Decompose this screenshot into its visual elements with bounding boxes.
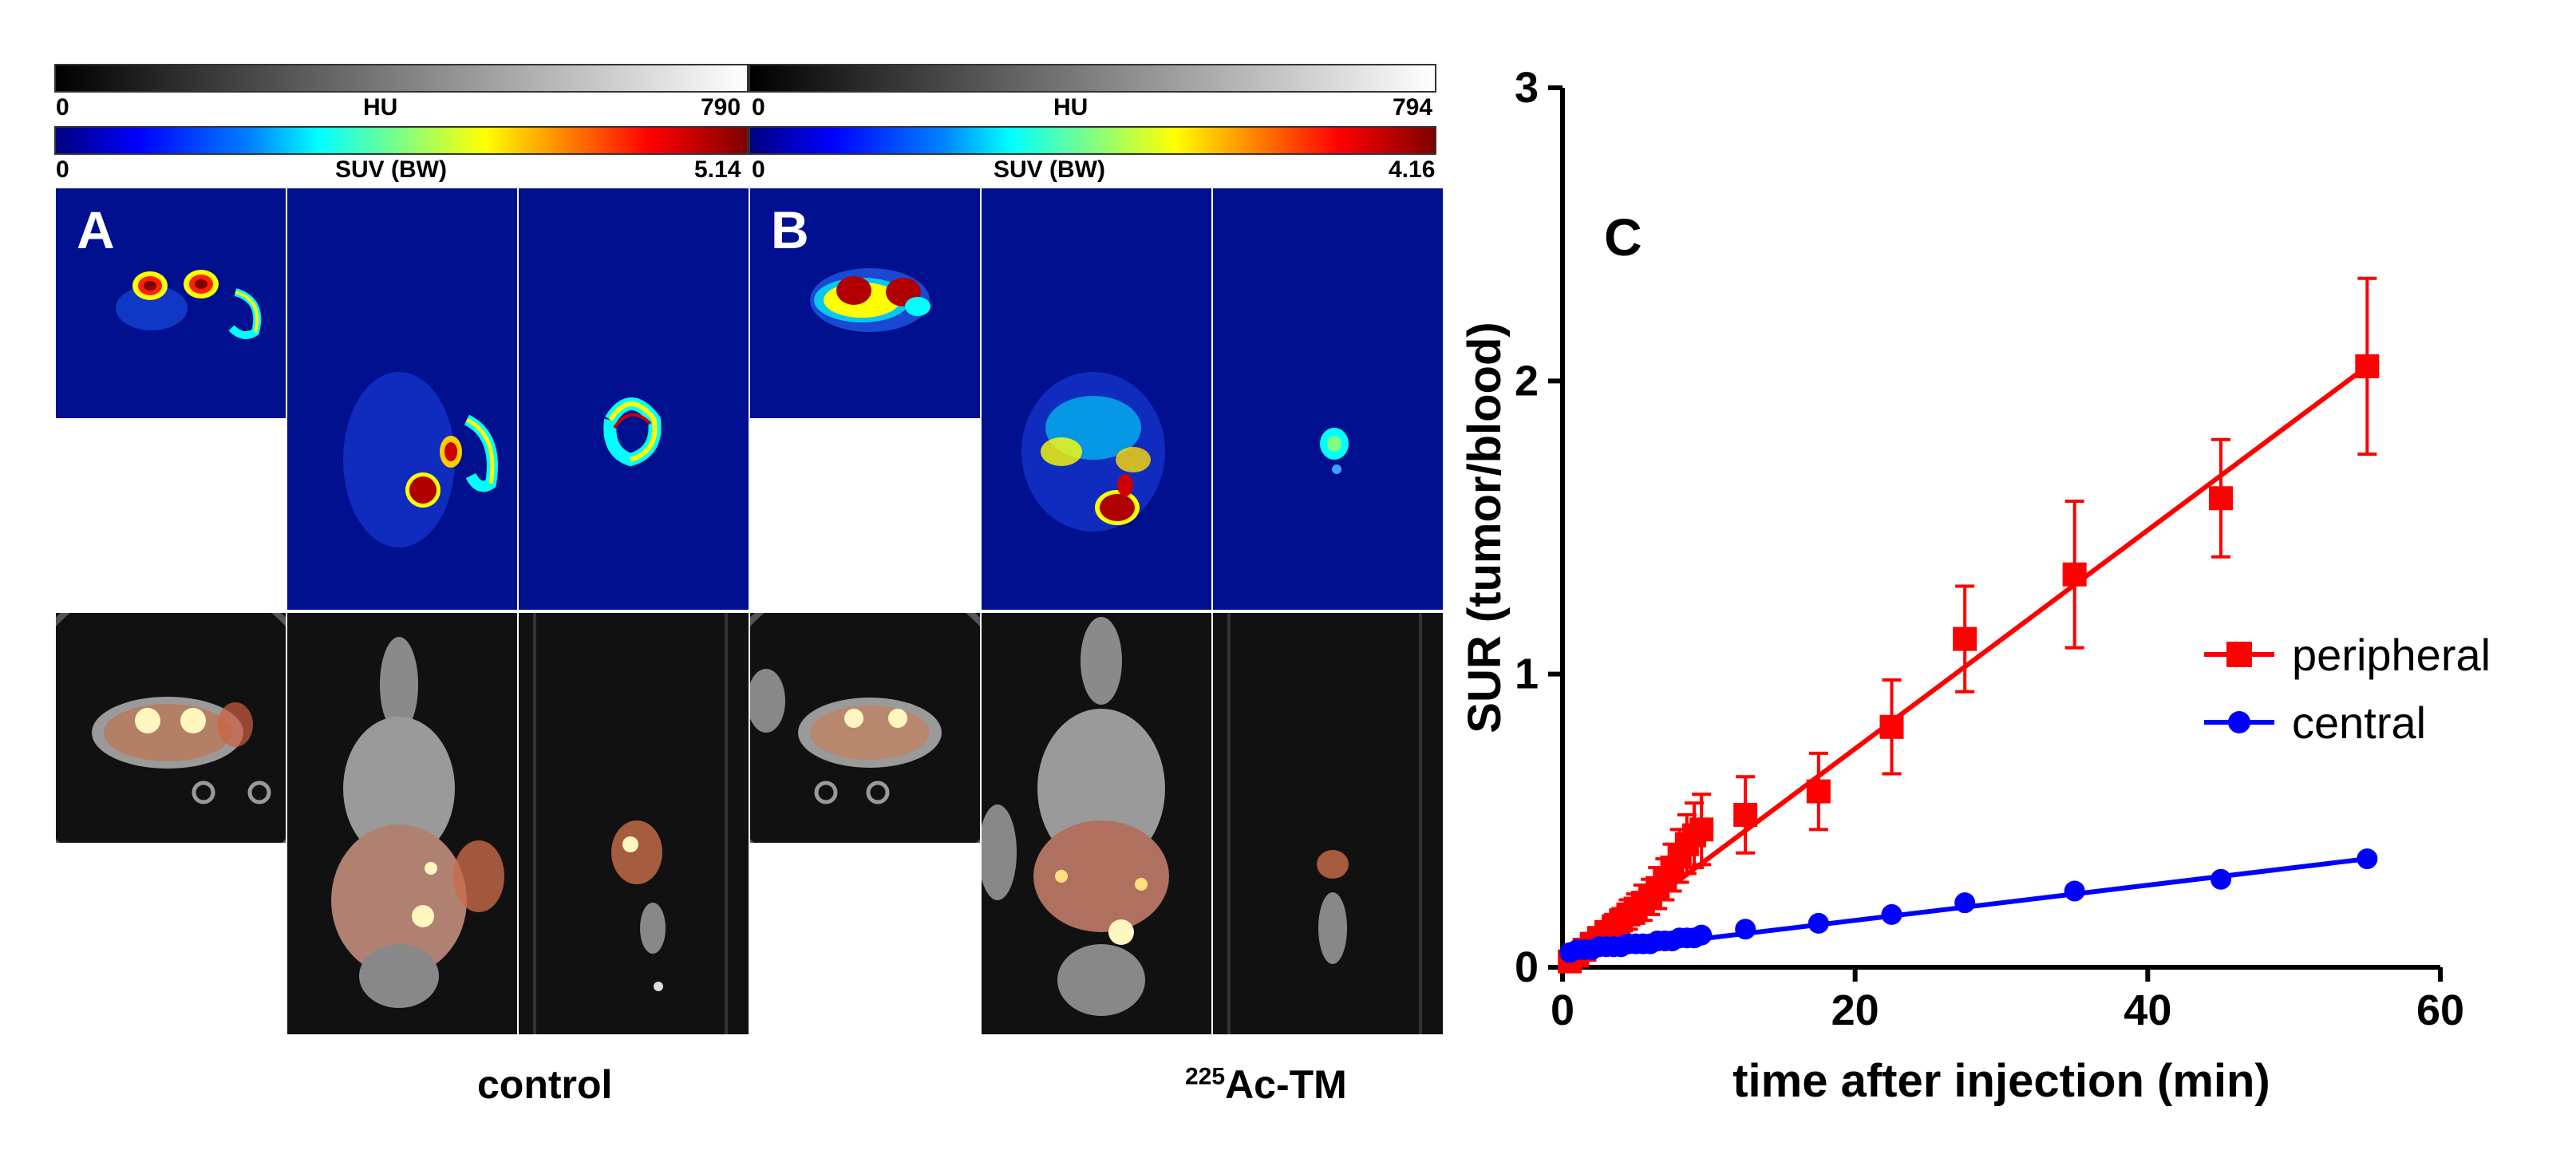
data-point (2062, 562, 2087, 587)
panel-b-hu-min: 0 (752, 94, 765, 121)
panel-b-letter: B (771, 200, 809, 259)
panel-a-suv-min: 0 (56, 156, 69, 183)
panel-a-hu-label: HU (363, 94, 398, 121)
data-point (1733, 802, 1758, 827)
panel-b-pet-coronal-image (982, 188, 1211, 610)
data-point (1691, 924, 1713, 946)
panel-b-suv-colorbar (749, 126, 1436, 155)
legend-marker (2228, 711, 2250, 733)
legend-label: peripheral (2292, 630, 2491, 680)
panel-a-caption: control (477, 1062, 613, 1107)
panel-a-hu-max: 790 (701, 94, 741, 121)
legend-label: central (2292, 698, 2426, 748)
data-point (2064, 880, 2085, 902)
panel-b-hu-max: 794 (1393, 94, 1433, 121)
panel-b-ct-axial-image (750, 613, 980, 843)
panel-a-suv-label: SUV (BW) (335, 156, 447, 183)
y-tick-label: 0 (1515, 943, 1539, 991)
panel-b-ct-coronal-image (982, 613, 1211, 1034)
data-point (2357, 848, 2378, 870)
panel-b-hu-colorbar (749, 64, 1436, 93)
panel-b-hu-label: HU (1053, 94, 1088, 121)
data-point (1735, 919, 1756, 940)
panel-b-suv-min: 0 (752, 156, 765, 183)
panel-b-caption: 225Ac-TM (1185, 1061, 1347, 1108)
panel-a-ct-sagittal-image (519, 613, 749, 1034)
series-central: central (1559, 698, 2426, 963)
panel-a-letter: A (77, 200, 115, 259)
panel-a-ct-axial-image (56, 613, 286, 843)
data-point (2211, 868, 2231, 890)
panel-a-pet-coronal-image (287, 188, 517, 610)
x-axis-label: time after injection (min) (1732, 1055, 2270, 1107)
panel-b-ct-sagittal-image (1213, 613, 1443, 1034)
data-point (1689, 817, 1714, 842)
data-point (1806, 779, 1831, 804)
panel-a-pet-axial-image (56, 188, 286, 418)
legend-marker (2226, 642, 2252, 667)
panel-a-suv-colorbar (54, 126, 749, 155)
y-tick-label: 3 (1515, 64, 1539, 112)
panel-a-hu-colorbar (54, 64, 749, 93)
panel-b-suv-label: SUV (BW) (994, 156, 1105, 183)
panel-b-suv-max: 4.16 (1389, 156, 1436, 183)
data-point (1881, 903, 1902, 925)
data-point (1808, 912, 1829, 934)
panel-b-pet-sagittal-image (1213, 188, 1443, 610)
panel-a-ct-coronal-image (287, 613, 517, 1034)
panel-c-letter: C (1604, 208, 1642, 267)
x-tick-label: 40 (2124, 986, 2171, 1034)
y-tick-label: 1 (1515, 650, 1539, 698)
data-point (1954, 892, 1976, 914)
x-tick-label: 60 (2416, 986, 2464, 1034)
panel-a-suv-max: 5.14 (694, 156, 741, 183)
panel-a-pet-sagittal-image (519, 188, 749, 610)
data-point (2355, 354, 2380, 378)
x-tick-label: 0 (1551, 986, 1574, 1034)
panel-b-caption-superscript: 225 (1185, 1063, 1226, 1090)
y-tick-label: 2 (1515, 357, 1539, 405)
panel-a-hu-min: 0 (56, 94, 69, 121)
series-peripheral: peripheral (1558, 276, 2491, 974)
data-point (2209, 486, 2233, 511)
y-axis-label: SUR (tumor/blood) (1459, 322, 1511, 733)
data-point (1879, 714, 1904, 739)
data-point (1953, 626, 1977, 651)
panel-b-pet-axial-image (750, 188, 980, 418)
panel-b-caption-main: Ac-TM (1225, 1062, 1347, 1107)
x-tick-label: 20 (1831, 986, 1879, 1034)
